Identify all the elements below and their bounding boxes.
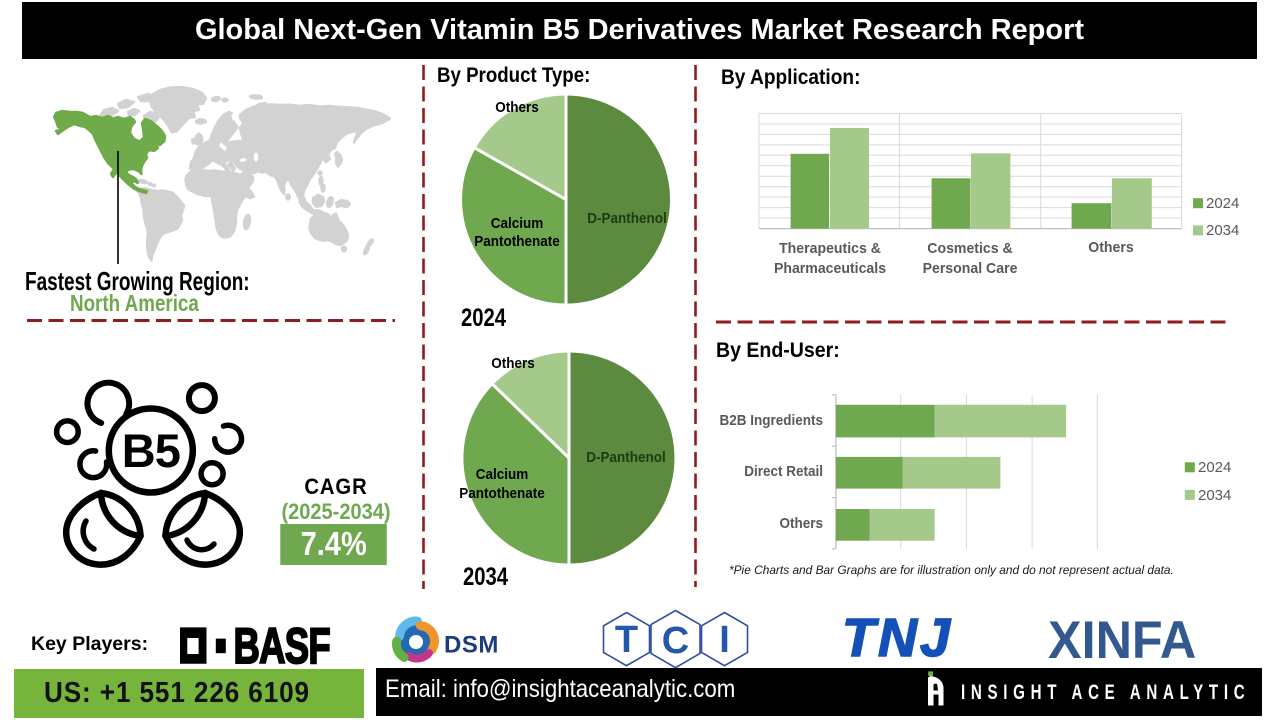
svg-text:B5: B5 bbox=[122, 424, 180, 477]
svg-text:XINFA: XINFA bbox=[1048, 610, 1196, 669]
svg-text:TNJ: TNJ bbox=[842, 608, 953, 668]
svg-text:BASF: BASF bbox=[234, 618, 331, 674]
svg-text:T: T bbox=[615, 619, 638, 661]
svg-text:C: C bbox=[662, 620, 689, 662]
svg-text:I: I bbox=[719, 619, 730, 661]
svg-text:DSM: DSM bbox=[444, 632, 499, 659]
